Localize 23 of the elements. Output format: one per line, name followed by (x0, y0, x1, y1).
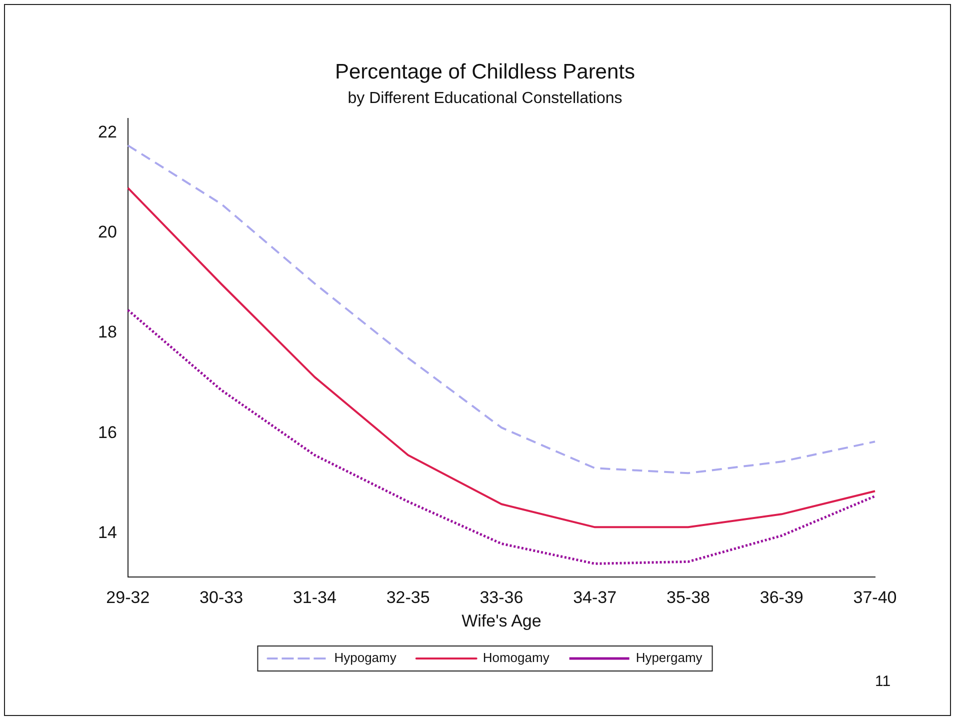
x-tick-label: 30-33 (200, 588, 244, 608)
y-tick-label: 18 (98, 322, 117, 342)
y-tick-label: 16 (98, 422, 117, 442)
line-series (126, 144, 876, 474)
chart-title: Percentage of Childless Parents (335, 60, 635, 84)
text: 11 (875, 673, 891, 690)
y-tick-label: 14 (98, 522, 117, 542)
x-axis-title: Wife's Age (462, 611, 542, 630)
x-tick-label: 31-34 (292, 588, 336, 608)
legend-label: Hypergamy (636, 650, 703, 666)
x-tick-label: 34-37 (573, 588, 617, 608)
x-tick-label: 36-39 (760, 588, 804, 608)
x-tick-label: 37-40 (853, 588, 897, 608)
legend-label: Homogamy (482, 650, 550, 666)
x-tick-label: 33-36 (480, 588, 524, 608)
x-tick-label: 32-35 (386, 588, 430, 608)
y-tick-label: 20 (98, 222, 117, 242)
chart-subtitle: by Different Educational Constellations (348, 90, 622, 108)
line-series (126, 308, 876, 565)
legend-label: Hypogamy (334, 650, 397, 666)
x-tick-label: 29-32 (106, 588, 150, 608)
y-tick-label: 22 (98, 122, 117, 142)
x-tick-label: 35-38 (666, 588, 710, 608)
